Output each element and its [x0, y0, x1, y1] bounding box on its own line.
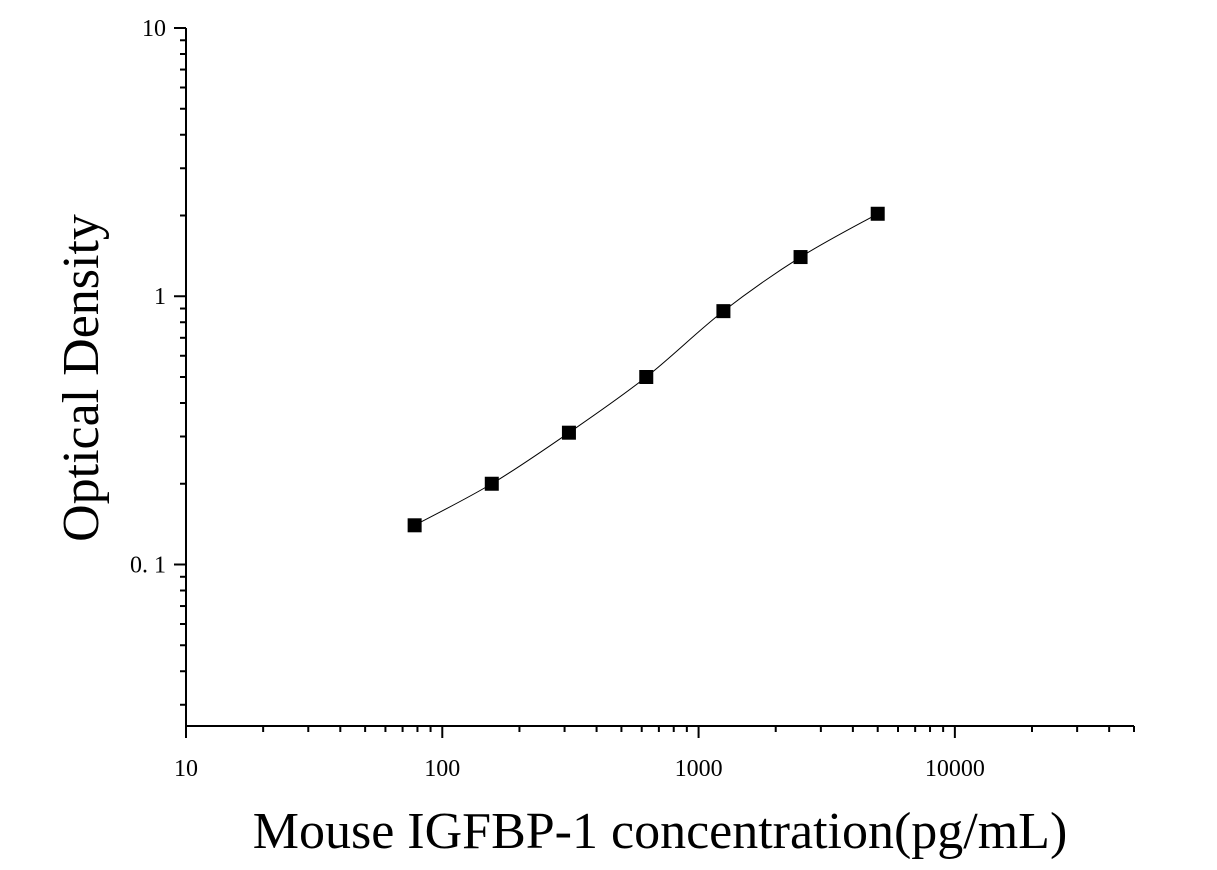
fit-curve [414, 213, 878, 526]
data-point [484, 476, 499, 491]
tick-labels: 10 100 1000 10000 0. 1 1 10 [130, 16, 985, 782]
x-tick-label: 10000 [925, 756, 985, 782]
data-point [716, 304, 731, 319]
data-point [793, 250, 808, 265]
x-tick-label: 10 [174, 756, 198, 782]
data-point [639, 370, 654, 384]
data-point [870, 206, 885, 221]
y-axis-title: Optical Density [53, 214, 110, 542]
x-tick-label: 100 [424, 756, 460, 782]
y-tick-label: 10 [142, 16, 166, 42]
data-point [407, 518, 422, 533]
ticks [174, 27, 1135, 738]
x-tick-label: 1000 [675, 756, 723, 782]
data-points [407, 206, 885, 533]
axes [185, 28, 1134, 727]
data-point [561, 425, 576, 440]
y-tick-label: 0. 1 [130, 552, 166, 578]
x-axis-title: Mouse IGFBP-1 concentration(pg/mL) [253, 803, 1068, 860]
y-tick-label: 1 [154, 284, 166, 310]
